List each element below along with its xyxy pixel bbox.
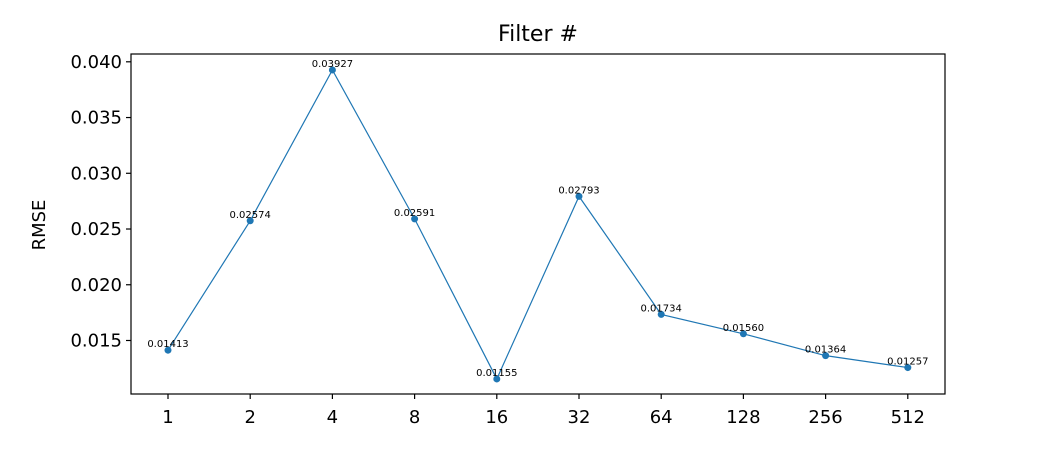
y-tick-label: 0.015 xyxy=(70,330,122,351)
x-tick-label: 4 xyxy=(327,407,338,428)
data-point xyxy=(822,352,830,360)
x-tick-label: 8 xyxy=(409,407,420,428)
y-axis-label: RMSE xyxy=(29,200,50,251)
data-label: 0.01413 xyxy=(147,339,188,350)
x-tick-label: 32 xyxy=(568,407,591,428)
y-tick-label: 0.030 xyxy=(70,163,122,184)
series-line xyxy=(167,68,908,381)
data-point xyxy=(904,364,912,372)
data-point xyxy=(411,215,419,223)
x-tick-label: 2 xyxy=(244,407,255,428)
x-tick-label: 16 xyxy=(485,407,508,428)
axes: 0.015 0.020 0.025 0.030 0.035 0.040 1 2 4 8 16 32 64… xyxy=(70,52,925,428)
data-label: 0.01364 xyxy=(805,345,846,356)
x-tick-label: 64 xyxy=(650,407,673,428)
data-label: 0.01560 xyxy=(723,323,764,334)
series-marks: 0.01413 0.02574 0.03927 0.02591 0.01155 0.027… xyxy=(147,59,928,383)
data-label: 0.01734 xyxy=(641,303,682,314)
data-label: 0.02591 xyxy=(394,208,435,219)
data-label: 0.01155 xyxy=(476,368,517,379)
data-point xyxy=(493,375,501,383)
x-tick-label: 512 xyxy=(891,407,925,428)
x-tick-label: 128 xyxy=(726,407,760,428)
chart-title: Filter # xyxy=(498,22,578,47)
data-label: 0.01257 xyxy=(887,357,928,368)
x-tick-label: 256 xyxy=(808,407,842,428)
x-tick-label: 1 xyxy=(162,407,173,428)
data-point xyxy=(246,217,254,225)
data-label: 0.03927 xyxy=(312,59,353,70)
data-label: 0.02793 xyxy=(558,185,599,196)
data-point xyxy=(328,66,336,74)
data-point xyxy=(657,310,665,318)
y-tick-label: 0.040 xyxy=(70,52,122,73)
data-point xyxy=(575,192,583,200)
y-tick-label: 0.025 xyxy=(70,219,122,240)
data-point xyxy=(164,346,172,354)
data-label: 0.02574 xyxy=(230,210,271,221)
y-tick-label: 0.020 xyxy=(70,275,122,296)
plot-frame xyxy=(130,53,946,395)
y-tick-label: 0.035 xyxy=(70,108,122,129)
data-point xyxy=(739,330,747,338)
